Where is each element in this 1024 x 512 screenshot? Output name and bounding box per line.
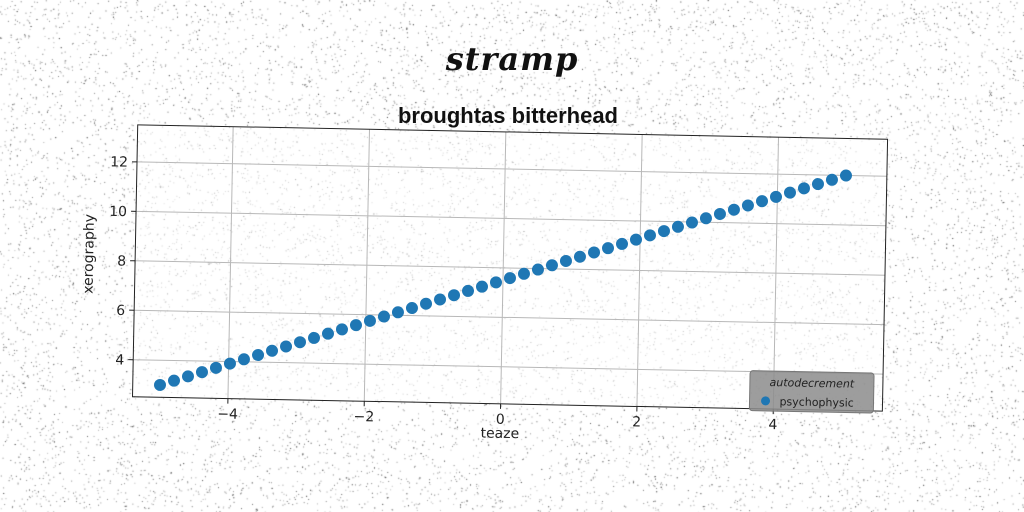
data-point [629,233,642,246]
data-point [335,323,348,336]
data-point [181,370,194,383]
data-point [391,306,404,319]
legend-box [748,370,875,414]
data-point [280,340,293,353]
data-point [615,237,628,250]
data-point [503,272,516,285]
y-tick-label: 10 [109,204,127,220]
chart-title: broughtas bitterhead [398,103,618,128]
data-points [154,169,852,391]
data-point [797,182,810,195]
data-point [154,378,167,391]
data-point [839,169,852,182]
x-axis-label: teaze [480,425,519,442]
x-tick-label: 2 [632,414,641,430]
data-point [195,366,208,379]
y-tick-label: 8 [117,253,126,269]
data-point [489,276,502,289]
data-point [252,349,265,362]
x-tick-label: 4 [768,417,777,433]
data-point [685,216,698,229]
y-tick-label: 6 [116,303,125,319]
data-point [517,267,530,280]
plot-frame: −4 −2 0 2 4 4 6 8 10 12 teaze xerography autodecr… [80,124,889,442]
data-point [321,327,334,340]
data-point [811,178,824,191]
data-point [223,357,236,370]
data-point [756,195,769,208]
data-point [405,302,418,315]
y-tick-label: 12 [110,154,128,170]
data-point [825,173,838,186]
data-point [420,297,433,310]
y-tick-label: 4 [115,352,124,368]
data-point [475,280,488,293]
data-point [741,199,754,212]
data-point [531,263,544,276]
data-point [657,225,670,238]
data-point [237,353,250,366]
data-point [448,289,461,302]
data-point [209,361,222,374]
data-point [363,314,376,327]
data-point [545,259,558,272]
data-point [308,331,321,344]
data-point [602,242,615,255]
data-point [769,190,782,203]
legend-entry-label: psychophysic [779,395,854,409]
y-grid-line [136,161,887,177]
data-point [783,186,796,199]
y-grid-line [135,260,885,276]
y-grid-line [134,309,885,326]
data-point [643,229,656,242]
data-point [588,246,601,259]
legend: autodecrement psychophysic [748,370,875,414]
x-tick-label: −2 [353,409,374,425]
data-point [573,250,586,263]
x-tick-label: −4 [217,406,238,422]
data-point [167,374,180,387]
data-point [699,212,712,225]
data-point [559,254,572,267]
data-point [294,336,307,349]
data-point [461,284,474,297]
data-point [713,207,726,220]
axis-ticks: −4 −2 0 2 4 4 6 8 10 12 [109,154,778,433]
y-grid-line [136,210,886,227]
data-point [349,319,362,332]
data-point [377,310,390,323]
data-point [671,220,684,233]
legend-marker [761,396,771,406]
y-axis-label: xerography [80,214,98,294]
page-title: stramp [445,40,579,78]
legend-title: autodecrement [769,376,855,391]
data-point [266,344,279,357]
data-point [434,293,447,306]
data-point [727,203,740,216]
x-tick-label: 0 [496,412,505,428]
